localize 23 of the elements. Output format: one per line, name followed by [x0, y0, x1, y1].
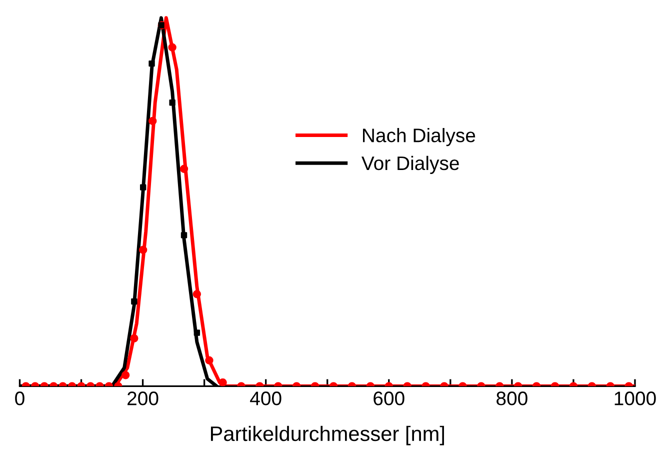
- legend-label: Nach Dialyse: [363, 128, 476, 146]
- point: [148, 60, 155, 67]
- x-axis-title: Partikeldurchmesser [nm]: [210, 426, 444, 446]
- point: [194, 330, 200, 336]
- x-tick-label: 0: [15, 392, 24, 406]
- point: [180, 164, 188, 173]
- point: [138, 246, 148, 254]
- x-tick-label: 400: [250, 392, 282, 406]
- point: [169, 100, 176, 106]
- legend-label: Vor Dialyse: [362, 156, 459, 174]
- point: [180, 232, 188, 238]
- x-tick-label: 1000: [614, 392, 656, 406]
- point: [131, 298, 138, 305]
- point: [218, 378, 227, 386]
- point: [205, 356, 214, 364]
- x-tick-label: 800: [496, 392, 528, 406]
- point: [148, 116, 157, 126]
- point: [130, 334, 138, 342]
- x-tick-label: 200: [128, 392, 158, 406]
- point: [168, 43, 176, 52]
- point: [192, 290, 202, 298]
- point: [140, 184, 146, 190]
- x-tick-label: 600: [374, 392, 404, 406]
